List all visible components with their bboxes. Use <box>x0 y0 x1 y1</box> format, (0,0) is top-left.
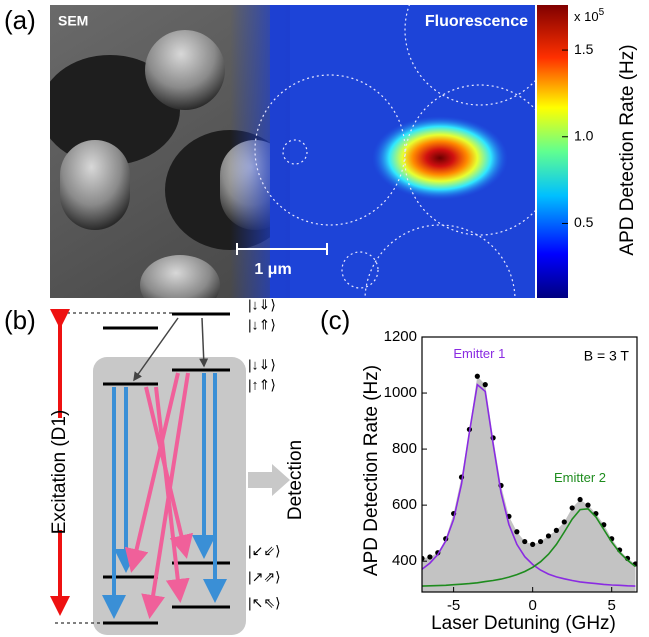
panel-label: (a) <box>4 5 36 35</box>
data-point <box>537 538 544 545</box>
micrograph <box>50 5 535 298</box>
data-point <box>577 496 583 503</box>
detection-label: Detection <box>285 440 306 520</box>
data-point <box>569 505 575 511</box>
series-label: Emitter 2 <box>554 470 606 485</box>
x-tick-label: 0 <box>528 597 536 614</box>
state-ket: |↗⇗⟩ <box>248 569 281 585</box>
state-ket: |↙⇙⟩ <box>248 543 281 559</box>
excitation-label: Excitation (D1) <box>49 410 70 535</box>
colorbar-tick-label: 0.5 <box>574 214 594 230</box>
diagonal-transitions <box>124 372 194 619</box>
data-area <box>422 376 636 592</box>
data-point <box>474 373 480 379</box>
data-point <box>522 538 528 545</box>
series-label: Emitter 1 <box>453 346 505 361</box>
state-ket: |↑⇑⟩ <box>248 377 276 393</box>
annotation: B = 3 T <box>584 348 630 364</box>
plot-area <box>422 373 637 592</box>
state-ket: |↖⇖⟩ <box>248 595 281 611</box>
fit-line <box>422 507 636 587</box>
colorbar-multiplier: x 105 <box>574 7 605 25</box>
y-axis-label: APD Detection Rate (Hz) <box>361 365 382 576</box>
data-point <box>545 533 552 539</box>
y-tick-label: 600 <box>392 496 417 513</box>
multiplier: x 10 <box>574 9 599 24</box>
plot-frame <box>421 336 638 593</box>
x-axis-label: Laser Detuning (GHz) <box>431 613 616 634</box>
y-tick-label: 1200 <box>384 328 417 345</box>
state-ket: |↓⇑⟩ <box>248 317 276 333</box>
level-diagram: Excitation (D1) Detection <box>48 309 306 635</box>
state-ket: |↓⇓⟩ <box>248 297 276 313</box>
y-tick-label: 800 <box>392 440 417 457</box>
x-tick-label: -5 <box>447 597 460 614</box>
colorbar <box>537 5 568 298</box>
data-point <box>514 529 520 535</box>
data-point <box>530 541 536 547</box>
colorbar-tick-label: 1.0 <box>574 127 594 143</box>
label-backdrop <box>48 418 72 530</box>
data-point <box>585 502 591 508</box>
x-tick-label: 5 <box>608 597 616 614</box>
fit-line <box>422 383 636 587</box>
fluorescence-label: Fluorescence <box>425 13 528 30</box>
data-point <box>553 527 559 533</box>
data-point <box>482 382 488 388</box>
y-tick-label: 1000 <box>384 384 417 401</box>
colorbar-tick-label: 1.5 <box>574 41 594 57</box>
data-point <box>427 554 433 560</box>
exponent: 5 <box>599 7 605 18</box>
vertical-transitions <box>102 373 227 619</box>
sem-label: SEM <box>58 13 88 29</box>
y-tick-label: 400 <box>392 552 417 569</box>
state-ket: |↓⇓⟩ <box>248 357 276 373</box>
colorbar-label: APD Detection Rate (Hz) <box>617 44 638 255</box>
data-point <box>422 555 425 561</box>
scale-bar-label: 1 μm <box>254 261 291 278</box>
panel-label: (b) <box>4 305 36 335</box>
relaxation-arrows <box>133 317 209 382</box>
detection-arrow <box>248 464 290 496</box>
panel-label: (c) <box>320 305 350 335</box>
data-point <box>561 519 567 525</box>
